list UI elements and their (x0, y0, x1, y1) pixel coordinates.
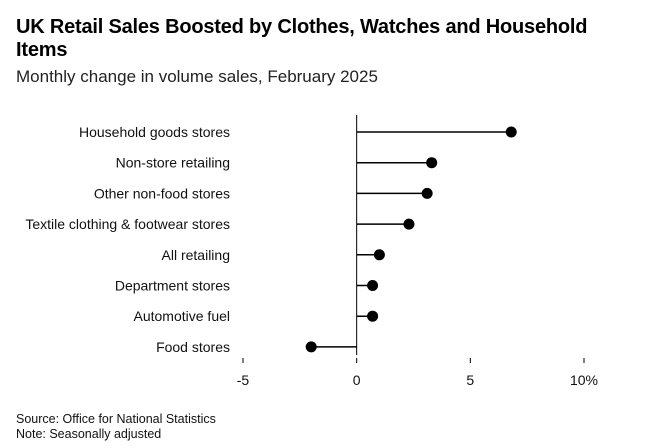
category-label: Household goods stores (79, 124, 230, 140)
lollipop-marker (367, 310, 379, 322)
x-tick-label: -5 (237, 372, 250, 388)
category-label: Food stores (156, 339, 230, 355)
category-label: Department stores (115, 278, 230, 294)
x-tick-label: 5 (466, 372, 474, 388)
source-note: Source: Office for National Statistics N… (16, 412, 216, 442)
x-tick-label: 0 (353, 372, 361, 388)
lollipop-marker (305, 341, 317, 353)
chart-subtitle: Monthly change in volume sales, February… (16, 67, 378, 86)
lollipop-marker (403, 218, 415, 230)
x-tick-label: 10% (570, 372, 598, 388)
lollipop-marker (426, 157, 438, 169)
plot-area: Household goods stores Non-store retailin… (25, 115, 598, 388)
lollipop-chart: Household goods stores Non-store retailin… (25, 115, 598, 388)
lollipop-marker (373, 249, 385, 261)
category-label: Automotive fuel (134, 308, 231, 324)
source-text: Source: Office for National Statistics (16, 412, 216, 426)
chart-title: UK Retail Sales Boosted by Clothes, Watc… (16, 16, 588, 61)
category-label: Other non-food stores (94, 185, 230, 201)
category-label: Non-store retailing (116, 155, 230, 171)
category-label: All retailing (162, 247, 230, 263)
lollipop-marker (421, 187, 433, 199)
lollipop-marker (367, 280, 379, 291)
lollipop-marker (505, 126, 517, 138)
category-label: Textile clothing & footwear stores (25, 216, 230, 232)
note-text: Note: Seasonally adjusted (16, 427, 162, 441)
